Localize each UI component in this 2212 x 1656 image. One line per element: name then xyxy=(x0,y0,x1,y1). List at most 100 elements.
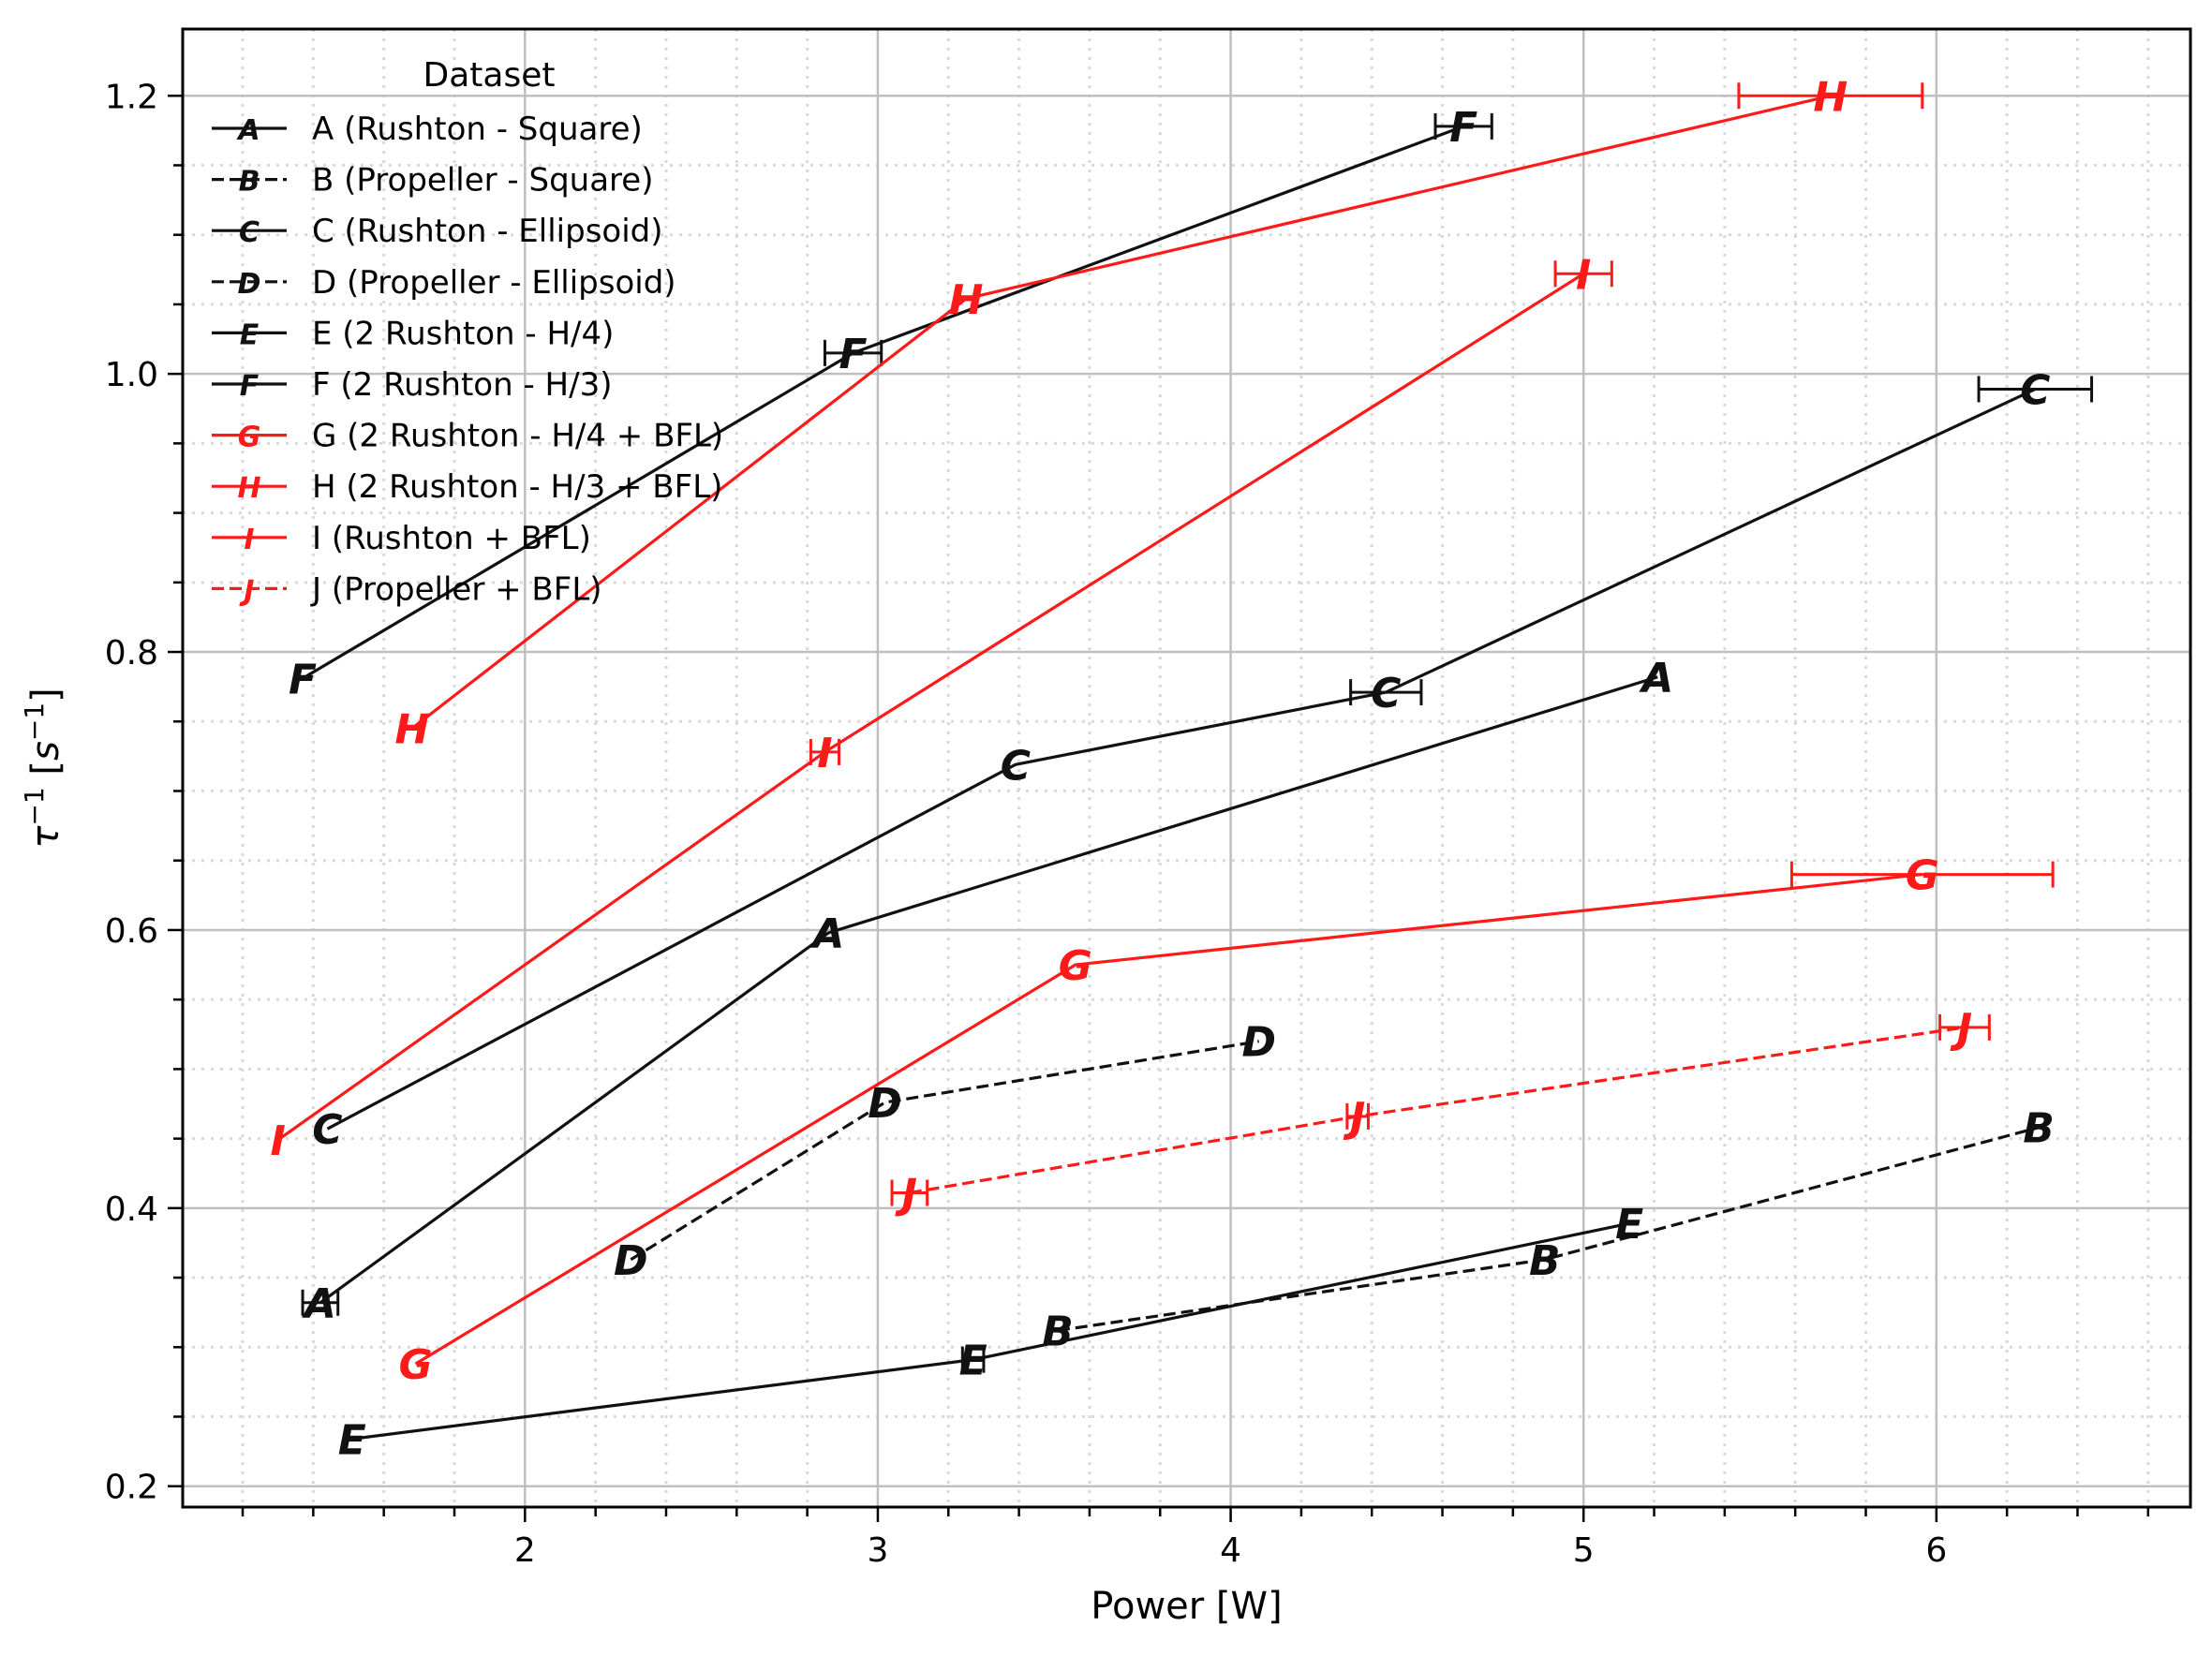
legend-label: B (Propeller - Square) xyxy=(312,162,653,200)
error-bar xyxy=(809,738,841,765)
data-point-marker: E xyxy=(959,1338,987,1385)
legend-item: A A (Rushton - Square) xyxy=(212,111,643,148)
y-tick-label: 0.8 xyxy=(105,634,158,673)
y-axis-label-base-exponent: −1 xyxy=(19,787,50,825)
y-tick-label: 0.4 xyxy=(105,1190,158,1229)
error-bar xyxy=(1977,376,2094,403)
series-line-a xyxy=(319,675,1658,1305)
error-bar xyxy=(1938,1013,1991,1041)
data-point-marker: I xyxy=(1576,251,1591,299)
data-point-marker: I xyxy=(817,730,832,777)
legend-marker: F xyxy=(240,370,260,403)
data-point-marker: F xyxy=(289,656,317,703)
legend-item: D D (Propeller - Ellipsoid) xyxy=(212,264,676,302)
x-tick-label: 3 xyxy=(867,1531,888,1570)
data-point-marker: B xyxy=(2023,1105,2055,1153)
data-point-marker: C xyxy=(2020,366,2050,414)
data-point-marker: A xyxy=(302,1280,336,1328)
y-axis-label-unit-exponent: −1 xyxy=(19,702,50,741)
legend-label: A (Rushton - Square) xyxy=(312,111,643,148)
data-point-marker: H xyxy=(394,706,429,754)
series-d: DDD xyxy=(614,1019,1276,1285)
error-bar xyxy=(1349,679,1423,706)
y-axis-label-bracket-close: ] xyxy=(24,688,67,702)
series-f: F F F xyxy=(289,104,1493,703)
data-point-marker: F xyxy=(839,331,868,378)
legend-item: F F (2 Rushton - H/3) xyxy=(212,366,612,404)
legend-label: I (Rushton + BFL) xyxy=(312,520,591,557)
legend-label: G (2 Rushton - H/4 + BFL) xyxy=(312,418,723,455)
error-bar xyxy=(823,339,883,366)
error-bar xyxy=(1789,861,2055,888)
legend-marker: E xyxy=(240,318,260,351)
x-tick-label: 5 xyxy=(1573,1531,1595,1570)
data-point-marker: G xyxy=(399,1341,433,1389)
y-axis-label-bracket-open: [ xyxy=(24,761,67,787)
axes-frame xyxy=(181,27,2192,1509)
legend-marker: A xyxy=(236,114,260,147)
series-e: E E E xyxy=(338,1201,1643,1464)
error-bar xyxy=(890,1179,929,1206)
y-tick-label: 1.0 xyxy=(105,356,158,394)
y-axis-label-base: τ xyxy=(24,825,67,849)
error-bar xyxy=(1737,82,1924,110)
data-point-marker: F xyxy=(1449,104,1477,152)
data-point-marker: C xyxy=(1001,742,1031,790)
data-point-marker: C xyxy=(312,1106,342,1154)
series-line-c xyxy=(326,388,2036,1131)
legend-marker: D xyxy=(238,268,261,301)
major-grid xyxy=(183,29,2190,1507)
x-tick-label: 4 xyxy=(1220,1531,1241,1570)
series-i: I I I xyxy=(271,251,1613,1165)
data-point-marker: B xyxy=(1529,1237,1561,1285)
x-tick-label: 6 xyxy=(1925,1531,1947,1570)
data-point-marker: A xyxy=(809,910,844,958)
legend-item: G G (2 Rushton - H/4 + BFL) xyxy=(212,418,723,455)
error-bar xyxy=(1345,1102,1370,1130)
legend-marker: G xyxy=(238,421,261,454)
data-point-marker: I xyxy=(271,1117,286,1165)
legend-label: C (Rushton - Ellipsoid) xyxy=(312,213,663,250)
y-tick-label: 0.2 xyxy=(105,1469,158,1507)
data-point-marker: E xyxy=(1615,1201,1643,1249)
y-axis-label-unit: s xyxy=(24,741,67,761)
legend: Dataset A A (Rushton - Square) B B (Propelle… xyxy=(212,56,723,608)
legend-marker: C xyxy=(239,216,260,249)
series-a: A A A xyxy=(301,655,1673,1328)
series-b: B B B xyxy=(1042,1105,2055,1356)
data-point-marker: H xyxy=(1813,73,1848,121)
legend-title: Dataset xyxy=(423,56,556,95)
data-point-marker: G xyxy=(1059,942,1092,990)
y-tick-label: 1.2 xyxy=(105,78,158,116)
legend-label: E (2 Rushton - H/4) xyxy=(312,315,614,352)
legend-label: D (Propeller - Ellipsoid) xyxy=(312,264,676,302)
y-axis-label: τ−1 [s−1] xyxy=(19,688,67,848)
legend-item: C C (Rushton - Ellipsoid) xyxy=(212,213,663,250)
legend-marker: H xyxy=(237,472,260,505)
error-bar xyxy=(1433,112,1493,140)
legend-marker: J xyxy=(239,574,254,607)
series-line-d xyxy=(630,1040,1259,1262)
axis-ticks: 2 3 4 5 6 0.2 0.4 0.6 0.8 1.0 1.2 xyxy=(105,78,2150,1570)
data-point-marker: D xyxy=(614,1237,648,1285)
data-point-marker: A xyxy=(1639,655,1673,702)
data-point-marker: G xyxy=(1906,852,1939,900)
legend-item: E E (2 Rushton - H/4) xyxy=(212,315,614,352)
series-c: C C C C xyxy=(312,366,2094,1154)
legend-label: F (2 Rushton - H/3) xyxy=(312,366,612,404)
legend-label: J (Propeller + BFL) xyxy=(310,570,602,608)
series-line-b xyxy=(1057,1126,2040,1333)
legend-item: B B (Propeller - Square) xyxy=(212,162,653,200)
data-point-marker: H xyxy=(949,276,984,324)
error-bar xyxy=(960,1346,986,1373)
minor-grid xyxy=(183,29,2190,1507)
data-point-marker: C xyxy=(1371,670,1401,717)
legend-item: H H (2 Rushton - H/3 + BFL) xyxy=(212,468,722,506)
error-bar xyxy=(301,1289,340,1316)
legend-item: J J (Propeller + BFL) xyxy=(212,570,602,608)
y-tick-label: 0.6 xyxy=(105,912,158,951)
series-line-h xyxy=(410,94,1832,730)
data-point-marker: E xyxy=(338,1416,366,1464)
